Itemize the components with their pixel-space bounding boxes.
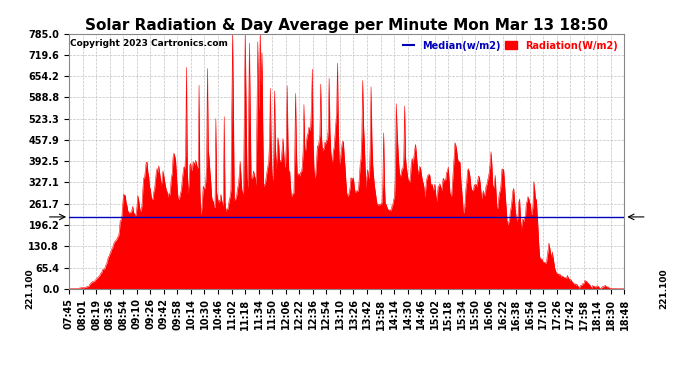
Text: 221.100: 221.100 bbox=[659, 268, 668, 309]
Title: Solar Radiation & Day Average per Minute Mon Mar 13 18:50: Solar Radiation & Day Average per Minute… bbox=[86, 18, 608, 33]
Text: Copyright 2023 Cartronics.com: Copyright 2023 Cartronics.com bbox=[70, 39, 228, 48]
Legend: Median(w/m2), Radiation(W/m2): Median(w/m2), Radiation(W/m2) bbox=[401, 39, 620, 53]
Text: 221.100: 221.100 bbox=[26, 268, 34, 309]
